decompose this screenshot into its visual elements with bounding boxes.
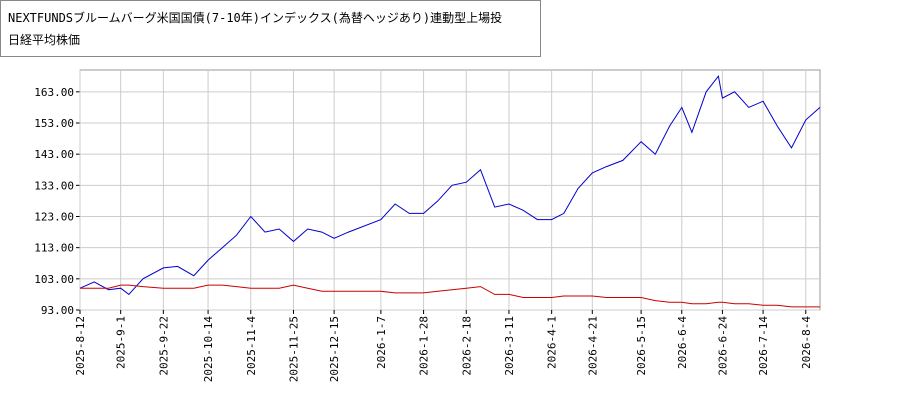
- x-tick-label: 2026-4-1: [546, 316, 559, 369]
- x-tick-label: 2026-7-14: [757, 316, 770, 376]
- y-tick-label: 163.00: [34, 86, 74, 99]
- y-tick-label: 103.00: [34, 273, 74, 286]
- x-tick-label: 2026-1-28: [418, 316, 431, 376]
- x-tick-label: 2025-8-12: [74, 316, 87, 376]
- y-tick-label: 153.00: [34, 117, 74, 130]
- y-tick-label: 113.00: [34, 242, 74, 255]
- plot-area: [79, 69, 821, 311]
- y-tick-label: 143.00: [34, 148, 74, 161]
- x-tick-label: 2025-11-4: [245, 316, 258, 376]
- legend-label: NEXTFUNDSブルームバーグ米国国債(7-10年)インデックス(為替ヘッジあ…: [8, 10, 502, 25]
- x-tick-label: 2026-1-7: [375, 316, 388, 369]
- x-tick-label: 2026-2-18: [460, 316, 473, 376]
- x-tick-label: 2025-9-22: [157, 316, 170, 376]
- x-tick-label: 2026-6-24: [716, 316, 729, 376]
- series-line: [80, 284, 820, 308]
- legend-label: 日経平均株価: [8, 32, 80, 47]
- x-tick-label: 2026-6-4: [676, 316, 689, 369]
- x-tick-label: 2025-10-14: [202, 316, 215, 383]
- x-tick-label: 2025-9-1: [115, 316, 128, 369]
- legend-box: [0, 0, 541, 57]
- x-tick-label: 2026-3-11: [503, 316, 516, 376]
- x-tick-label: 2026-8-4: [800, 316, 813, 369]
- x-tick-label: 2026-5-15: [635, 316, 648, 376]
- y-tick-label: 123.00: [34, 210, 74, 223]
- x-tick-label: 2025-11-25: [287, 316, 300, 382]
- x-tick-label: 2025-12-15: [328, 316, 341, 382]
- series-line: [79, 75, 821, 296]
- x-tick-label: 2026-4-21: [586, 316, 599, 376]
- y-tick-label: 93.00: [41, 304, 74, 317]
- y-tick-label: 133.00: [34, 179, 74, 192]
